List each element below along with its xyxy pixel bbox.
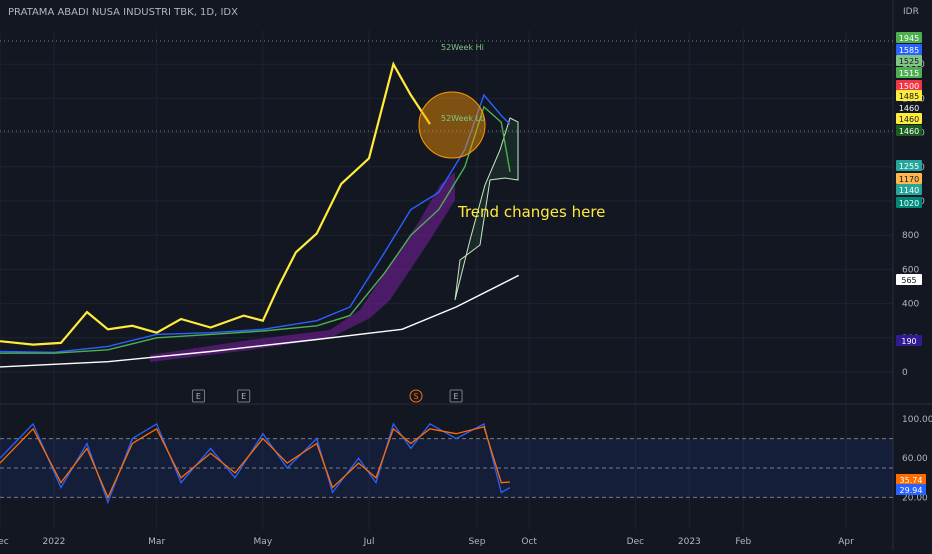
price-badge (896, 197, 922, 208)
price-badge (896, 125, 922, 136)
week-hi-label: 52Week Hi (441, 43, 484, 52)
annotations: 52Week Hi 52Week Lo (418, 43, 486, 159)
price-badge (896, 113, 922, 124)
price-tick-label: 600 (902, 265, 919, 275)
time-tick-label: Oct (521, 537, 537, 547)
price-badge (896, 44, 922, 55)
price-badge (896, 102, 922, 113)
price-badge-label: 1945 (899, 34, 919, 43)
price-badge-label: 1170 (899, 175, 919, 184)
price-series-line (0, 61, 431, 346)
oscillator-value-label: 29.94 (900, 486, 923, 495)
price-badge (896, 32, 922, 43)
price-badge-label: 1020 (899, 199, 919, 208)
oscillator-tick-label: 20.00 (902, 493, 928, 503)
price-tick-label: 800 (902, 231, 919, 241)
time-tick-label: 2023 (678, 537, 701, 547)
price-series-line (0, 274, 520, 368)
time-tick-label: Apr (838, 537, 854, 547)
time-tick-label: Mar (148, 537, 165, 547)
oscillator-value-label: 35.74 (900, 476, 923, 485)
oscillator-pane[interactable] (0, 422, 893, 505)
projection-cloud (454, 117, 519, 301)
time-tick-label: Dec (627, 537, 644, 547)
symbol-title: PRATAMA ABADI NUSA INDUSTRI TBK, 1D, IDX (8, 7, 238, 18)
time-tick-label: Dec (0, 537, 9, 547)
price-badge-label: 1460 (899, 127, 919, 136)
time-axis[interactable]: Dec 2022 Mar May Jul Sep Oct Dec 2023 Feb Apr (0, 537, 854, 547)
ribbon-band (150, 172, 455, 362)
week-lo-label: 52Week Lo (441, 114, 485, 123)
time-tick-label: Sep (468, 537, 485, 547)
oscillator-series-line (0, 426, 511, 500)
oscillator-value-badge (896, 484, 926, 495)
time-tick-label: 2022 (43, 537, 66, 547)
event-marker-label: E (241, 392, 246, 401)
price-badge (896, 173, 922, 184)
price-badge (896, 55, 922, 66)
time-tick-label: Feb (735, 537, 751, 547)
price-badge-label: 1525 (899, 57, 919, 66)
price-series-line (0, 93, 511, 354)
price-badge-label: 190 (901, 337, 916, 346)
event-marker-label: E (196, 392, 201, 401)
price-badge (896, 184, 922, 195)
event-marker-label: E (454, 392, 459, 401)
price-badge (896, 90, 922, 101)
highlight-circle (418, 91, 486, 159)
oscillator-tick-label: 60.00 (902, 454, 928, 464)
price-badge (896, 335, 922, 346)
price-tick-label: 0 (902, 368, 908, 378)
oscillator-value-badge (896, 474, 926, 485)
price-badge-label: 1585 (899, 46, 919, 55)
price-series-line (0, 105, 511, 354)
oscillator-tick-label: 100.00 (902, 415, 932, 425)
price-badge-label: 1460 (899, 115, 919, 124)
currency-label: IDR (903, 7, 919, 17)
price-badge-label: 1500 (899, 82, 919, 91)
price-tick-label: 400 (902, 300, 919, 310)
price-badge-label: 1460 (899, 104, 919, 113)
earnings-marker (191, 389, 205, 403)
price-pane[interactable] (0, 40, 893, 368)
trend-note: Trend changes here (457, 203, 605, 221)
price-badge (896, 80, 922, 91)
price-badge (896, 67, 922, 78)
time-tick-label: Jul (363, 537, 375, 547)
time-tick-label: May (254, 537, 273, 547)
price-badge (896, 274, 922, 285)
price-badge-label: 565 (901, 276, 916, 285)
event-marker-label: S (413, 392, 418, 401)
price-badge (896, 160, 922, 171)
price-badge-label: 1255 (899, 162, 919, 171)
price-badge-label: 1515 (899, 69, 919, 78)
price-badge-label: 1485 (899, 92, 919, 101)
price-badge-label: 1140 (899, 186, 919, 195)
split-marker (409, 389, 423, 403)
earnings-marker (237, 389, 251, 403)
earnings-marker (449, 389, 463, 403)
